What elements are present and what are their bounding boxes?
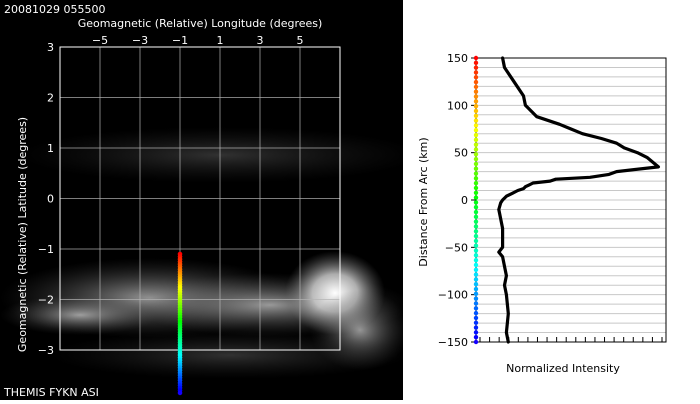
profile-colorbar-point (473, 166, 479, 171)
profile-colorbar-point (473, 55, 479, 61)
profile-colorbar-point (473, 286, 479, 292)
profile-colorbar-point (473, 277, 479, 282)
profile-x-axis-label: Normalized Intensity (506, 362, 620, 375)
profile-colorbar-point (473, 334, 479, 340)
profile-colorbar-point (473, 132, 479, 138)
profile-tick-label-y: −100 (438, 289, 468, 302)
profile-tick-label-y: −150 (438, 336, 468, 349)
profile-colorbar-point (473, 330, 479, 335)
profile-colorbar-point (473, 219, 479, 224)
profile-colorbar-point (473, 161, 479, 167)
profile-colorbar-point (473, 229, 479, 234)
profile-colorbar-point (473, 128, 479, 133)
profile-colorbar-point (473, 253, 479, 258)
profile-colorbar-point (473, 89, 479, 94)
intensity-profile-axes: 150 100 50 0 −50 −100 −150 Normalized Intensity… (417, 52, 667, 375)
profile-colorbar-point (473, 224, 479, 229)
profile-tick-label-y: −50 (445, 241, 468, 254)
profile-colorbar-point (473, 233, 479, 239)
profile-colorbar-point (473, 200, 479, 205)
profile-tick-label-y: 0 (461, 194, 468, 207)
profile-colorbar-point (473, 195, 479, 200)
profile-colorbar-point (473, 99, 479, 104)
image-tick-label-y: −2 (38, 294, 54, 307)
image-tick-label-y: 3 (47, 41, 54, 54)
profile-colorbar-point (473, 272, 479, 277)
timestamp-label: 20081029 055500 (4, 3, 105, 16)
profile-colorbar-point (473, 339, 479, 345)
sky-image-axes: −5 −3 −1 1 3 5 3 2 1 0 −1 −2 −3 Geomagnetic (Relative… (16, 17, 341, 396)
image-tick-label-y: −3 (38, 344, 54, 357)
profile-colorbar-point (473, 190, 479, 195)
profile-colorbar-point (473, 296, 479, 301)
profile-colorbar-point (473, 209, 479, 215)
image-tick-label-y: 1 (47, 142, 54, 155)
intensity-profile-line (497, 56, 661, 344)
image-tick-label-x: −1 (172, 34, 188, 47)
profile-colorbar-point (473, 282, 479, 287)
profile-colorbar-point (473, 238, 479, 244)
profile-colorbar-point (473, 205, 479, 210)
profile-colorbar-point (473, 113, 479, 118)
profile-colorbar-point (473, 248, 479, 253)
profile-tick-label-y: 100 (447, 99, 468, 112)
profile-colorbar-point (473, 301, 479, 306)
profile-colorbar-point (473, 310, 479, 316)
image-tick-label-x: 1 (217, 34, 224, 47)
image-frame (59, 46, 341, 351)
profile-colorbar-point (473, 185, 479, 191)
profile-colorbar-point (473, 156, 479, 162)
profile-colorbar-point (473, 267, 479, 272)
profile-tick-label-y: 50 (454, 147, 468, 160)
profile-colorbar-point (473, 142, 479, 147)
image-tick-label-x: −5 (92, 34, 108, 47)
image-tick-label-y: 2 (47, 92, 54, 105)
profile-colorbar-point (473, 65, 479, 70)
image-tick-label-y: −1 (38, 243, 54, 256)
profile-colorbar-point (473, 108, 479, 114)
image-x-axis-label: Geomagnetic (Relative) Longitude (degree… (78, 17, 323, 30)
profile-colorbar-point (473, 103, 479, 109)
profile-colorbar-point (473, 243, 479, 248)
profile-colorbar-point (473, 70, 479, 75)
image-tick-label-x: −3 (132, 34, 148, 47)
profile-colorbar-point (473, 118, 479, 123)
profile-colorbar-point (473, 291, 479, 297)
profile-colorbar-point (473, 306, 479, 311)
profile-colorbar-point (473, 320, 479, 325)
profile-colorbar-point (473, 75, 479, 80)
profile-colorbar-point (473, 214, 479, 220)
profile-colorbar-point (473, 152, 479, 157)
profile-colorbar-point (473, 60, 479, 66)
profile-colorbar-point (473, 123, 479, 128)
sample-line-point (177, 390, 183, 396)
profile-colorbar-point (473, 137, 479, 143)
profile-y-axis-label: Distance From Arc (km) (417, 137, 430, 266)
profile-colorbar-point (473, 147, 479, 152)
profile-colorbar-point (473, 176, 479, 181)
image-y-axis-label: Geomagnetic (Relative) Latitude (degrees… (16, 117, 29, 352)
profile-colorbar-point (473, 262, 479, 268)
image-tick-label-x: 5 (297, 34, 304, 47)
profile-tick-label-y: 150 (447, 52, 468, 65)
profile-colorbar-point (473, 325, 479, 330)
profile-colorbar-point (473, 315, 479, 321)
camera-label: THEMIS FYKN ASI (3, 386, 99, 399)
profile-colorbar-point (473, 79, 479, 85)
profile-colorbar-point (473, 84, 479, 90)
profile-colorbar-point (473, 180, 479, 186)
image-tick-label-y: 0 (47, 193, 54, 206)
profile-colorbar-point (473, 171, 479, 176)
image-tick-label-x: 3 (257, 34, 264, 47)
profile-colorbar-point (473, 94, 479, 99)
profile-colorbar-point (473, 257, 479, 263)
